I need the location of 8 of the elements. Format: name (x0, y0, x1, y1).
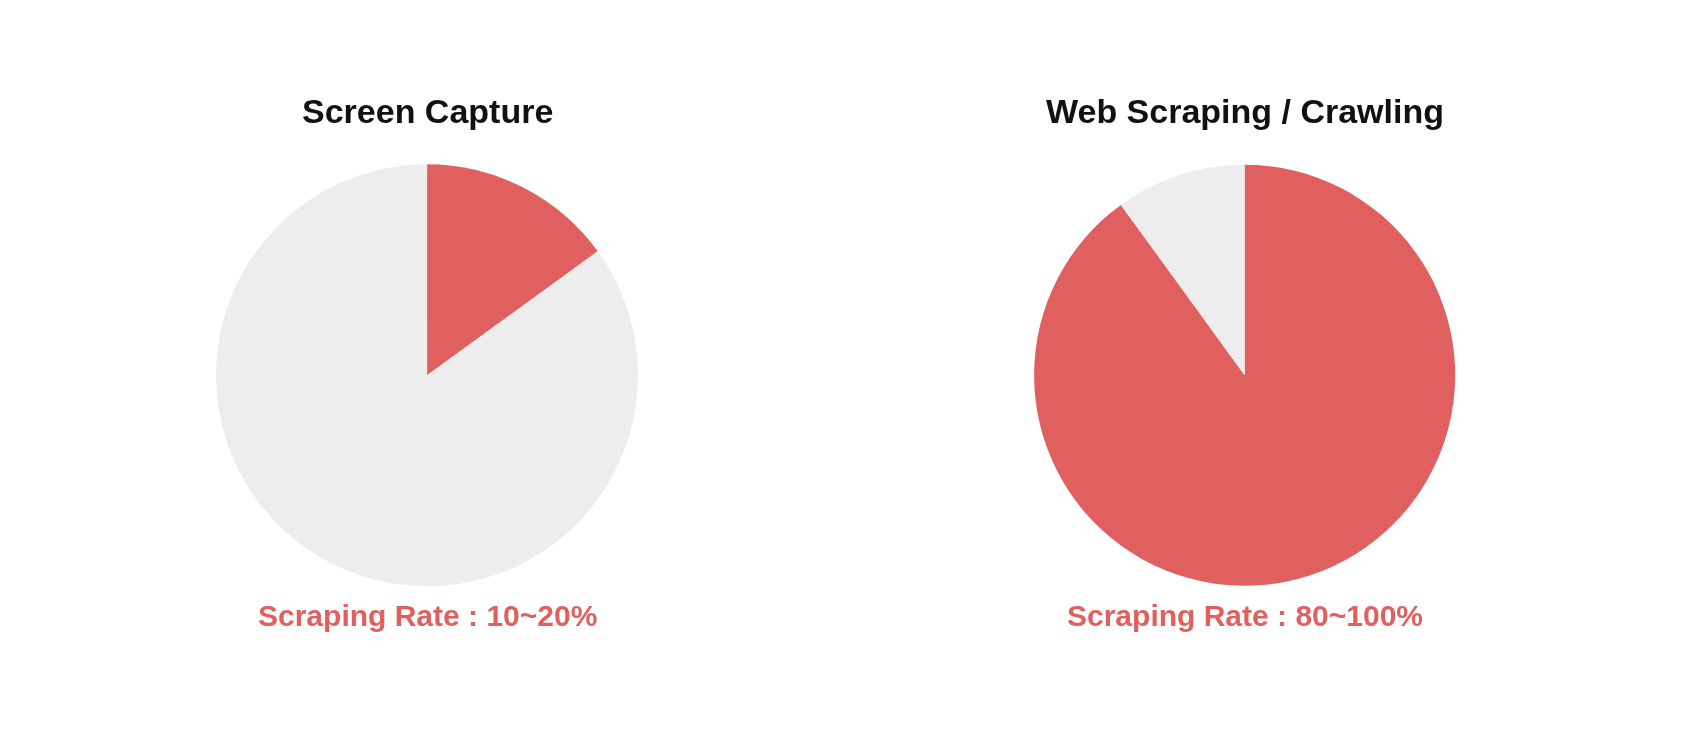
pie-slice (1034, 164, 1456, 586)
text: Scraping Rate : 10~20% (258, 599, 598, 632)
chart-title: Screen Capture (302, 92, 554, 130)
pie-slice (216, 164, 639, 587)
pie-slice (427, 164, 598, 376)
pie-slice (1120, 164, 1245, 376)
text: Scraping Rate : 80~100% (1067, 599, 1424, 632)
chart-title: Web Scraping / Crawling (1046, 92, 1444, 130)
